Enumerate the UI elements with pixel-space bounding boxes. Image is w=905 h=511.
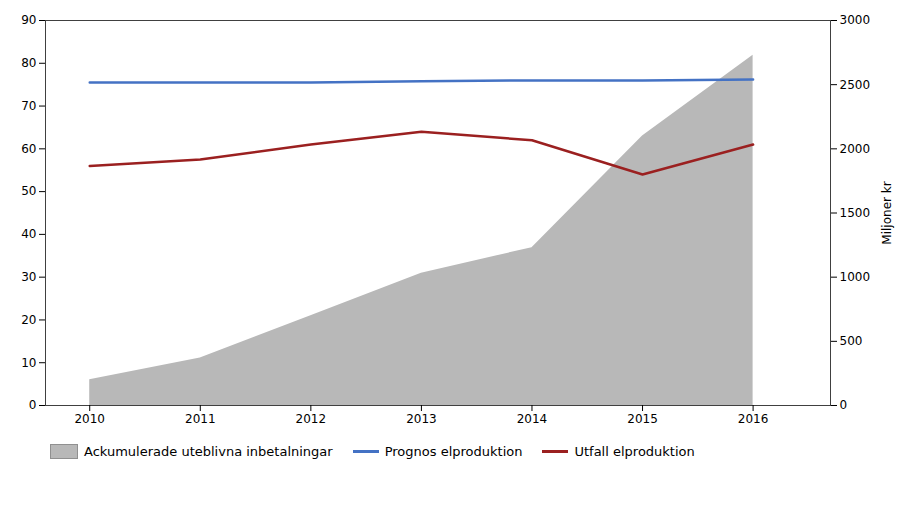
svg-text:2013: 2013 (406, 412, 437, 426)
svg-text:40: 40 (21, 227, 36, 241)
svg-text:80: 80 (21, 56, 36, 70)
svg-text:90: 90 (21, 13, 36, 27)
svg-text:30: 30 (21, 270, 36, 284)
html-text:Utfall elproduktion: Utfall elproduktion (574, 444, 695, 459)
svg-text:3000: 3000 (840, 13, 871, 27)
svg-text:0: 0 (29, 398, 37, 412)
svg-text:0: 0 (840, 398, 848, 412)
svg-text:50: 50 (21, 184, 36, 198)
html-text:Prognos elproduktion: Prognos elproduktion (384, 444, 523, 459)
svg-text:1000: 1000 (840, 270, 871, 284)
svg-text:60: 60 (21, 142, 36, 156)
svg-text:1500: 1500 (840, 206, 871, 220)
svg-text:2010: 2010 (74, 412, 105, 426)
svg-text:2000: 2000 (840, 142, 871, 156)
svg-text:2500: 2500 (840, 78, 871, 92)
svg-text:2014: 2014 (517, 412, 548, 426)
svg-text:20: 20 (21, 313, 36, 327)
svg-text:Miljoner kr: Miljoner kr (880, 181, 894, 244)
svg-text:10: 10 (21, 356, 36, 370)
svg-text:2016: 2016 (738, 412, 769, 426)
svg-text:2011: 2011 (185, 412, 216, 426)
svg-text:70: 70 (21, 99, 36, 113)
svg-text:2015: 2015 (627, 412, 658, 426)
svg-text:500: 500 (840, 334, 863, 348)
html-text:Ackumulerade uteblivna inbetal: Ackumulerade uteblivna inbetalningar (84, 444, 333, 459)
svg-text:2012: 2012 (296, 412, 327, 426)
